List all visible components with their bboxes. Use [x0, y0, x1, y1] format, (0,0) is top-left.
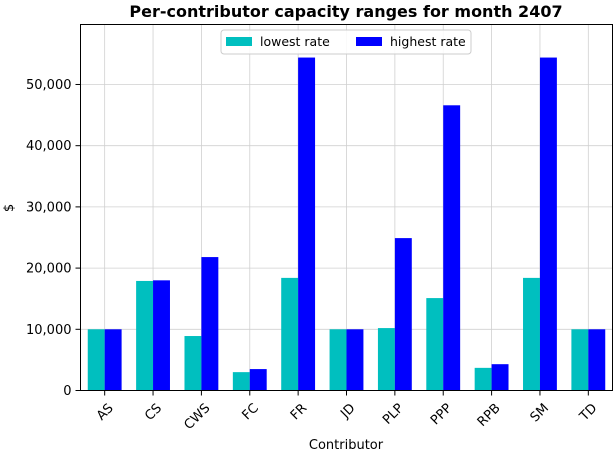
bar-lowest-as: [87, 329, 105, 391]
y-axis-label: $: [2, 204, 17, 212]
y-tick-label: 20,000: [26, 262, 72, 277]
bar-highest-fc: [249, 369, 267, 391]
x-tick-label: FC: [240, 401, 262, 423]
x-axis-label: Contributor: [309, 438, 384, 453]
bar-highest-plp: [394, 238, 412, 391]
chart-title: Per-contributor capacity ranges for mont…: [129, 2, 562, 21]
x-tick-label: CWS: [182, 401, 214, 433]
y-tick-label: 40,000: [26, 139, 72, 154]
x-tick-label: PLP: [380, 401, 407, 428]
bar-highest-rpb: [491, 364, 509, 391]
bar-highest-td: [588, 329, 606, 391]
bar-highest-ppp: [443, 105, 461, 391]
x-tick-label: RPB: [475, 401, 504, 430]
x-tick-label: JD: [337, 401, 358, 422]
bar-lowest-cws: [184, 336, 202, 391]
bar-highest-fr: [298, 57, 316, 391]
x-tick-label: SM: [528, 401, 552, 425]
bar-highest-cs: [153, 280, 170, 391]
x-tick-label: PPP: [428, 401, 455, 428]
bar-lowest-fr: [281, 277, 299, 391]
y-tick-label: 10,000: [26, 323, 72, 338]
legend-swatch-highest: [356, 37, 382, 46]
y-tick-label: 50,000: [26, 78, 72, 93]
legend-box: [220, 29, 472, 55]
bar-lowest-cs: [136, 280, 154, 391]
bar-lowest-td: [571, 329, 589, 391]
x-tick-label: TD: [576, 401, 600, 425]
bar-lowest-rpb: [474, 367, 492, 391]
y-axis-ticks: 0 10,000 20,000 30,000 40,000 50,000: [26, 78, 81, 399]
x-tick-label: CS: [142, 401, 165, 424]
x-tick-label: AS: [94, 401, 117, 424]
x-tick-label: FR: [288, 401, 310, 423]
bar-highest-sm: [539, 57, 557, 391]
bar-lowest-jd: [329, 329, 347, 391]
bars-layer: [87, 57, 606, 391]
y-tick-label: 0: [63, 384, 71, 399]
bar-highest-cws: [201, 257, 219, 391]
bar-lowest-plp: [377, 328, 395, 391]
y-tick-label: 30,000: [26, 200, 72, 215]
bar-lowest-fc: [232, 372, 250, 391]
bar-highest-jd: [346, 329, 364, 391]
legend: lowest rate highest rate: [220, 29, 472, 55]
legend-label-highest: highest rate: [390, 34, 466, 49]
legend-swatch-lowest: [226, 37, 252, 46]
bar-lowest-ppp: [426, 298, 444, 391]
bar-lowest-sm: [523, 277, 540, 391]
legend-label-lowest: lowest rate: [260, 34, 330, 49]
x-axis-ticks: AS CS CWS FC FR JD PLP PPP RPB SM TD: [94, 390, 600, 433]
bar-highest-as: [104, 329, 122, 391]
